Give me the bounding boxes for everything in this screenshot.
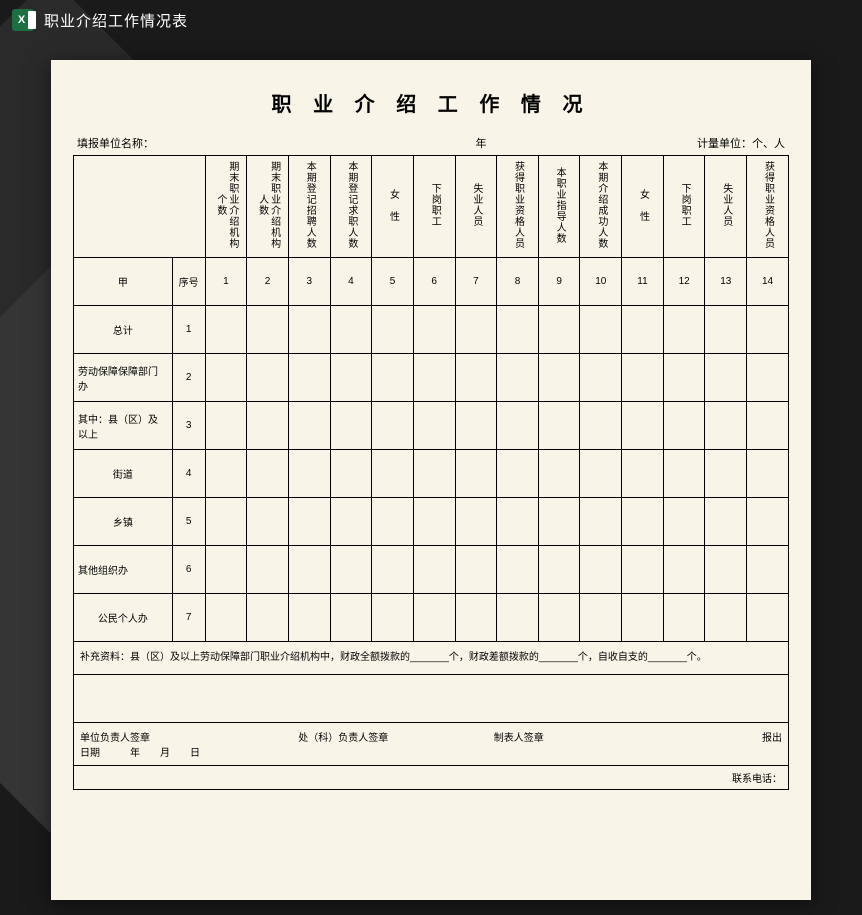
num-9: 9 bbox=[538, 258, 580, 306]
year-label: 年 bbox=[337, 135, 625, 151]
empty-block bbox=[73, 675, 789, 723]
table-row: 公民个人办 7 bbox=[74, 594, 789, 642]
table-row: 其他组织办 6 bbox=[74, 546, 789, 594]
table-row: 其中：县（区）及以上 3 bbox=[74, 402, 789, 450]
header-blank bbox=[74, 156, 206, 258]
col-header-12: 下岗职工 bbox=[663, 156, 705, 258]
col-header-5: 女 性 bbox=[372, 156, 414, 258]
table-row: 乡镇 5 bbox=[74, 498, 789, 546]
col-header-4: 本期登记求职人数 bbox=[330, 156, 372, 258]
num-6: 6 bbox=[413, 258, 455, 306]
col-header-13: 失业人员 bbox=[705, 156, 747, 258]
main-table: 期末职业介绍机构个数 期末职业介绍机构人数 本期登记招聘人数 本期登记求职人数 … bbox=[73, 155, 789, 642]
maker-sign-label: 制表人签章 bbox=[431, 729, 607, 759]
num-12: 12 bbox=[663, 258, 705, 306]
row-label-7: 公民个人办 bbox=[74, 594, 173, 642]
contact-row: 联系电话： bbox=[73, 766, 789, 790]
col-header-6: 下岗职工 bbox=[413, 156, 455, 258]
titlebar: X 职业介绍工作情况表 bbox=[0, 0, 862, 40]
num-3: 3 bbox=[288, 258, 330, 306]
num-7: 7 bbox=[455, 258, 497, 306]
number-row: 甲 序号 1 2 3 4 5 6 7 8 9 10 11 12 13 14 bbox=[74, 258, 789, 306]
seq-label: 序号 bbox=[172, 258, 205, 306]
excel-icon-letter: X bbox=[18, 14, 25, 26]
measure-unit-label: 计量单位：个、人 bbox=[625, 135, 785, 151]
info-row: 填报单位名称： 年 计量单位：个、人 bbox=[73, 135, 789, 151]
num-1: 1 bbox=[205, 258, 247, 306]
dept-sign-label: 处（科）负责人签章 bbox=[256, 729, 432, 759]
window-title: 职业介绍工作情况表 bbox=[44, 10, 188, 31]
col-header-11: 女 性 bbox=[622, 156, 664, 258]
num-5: 5 bbox=[372, 258, 414, 306]
row-seq-7: 7 bbox=[172, 594, 205, 642]
col-header-3: 本期登记招聘人数 bbox=[288, 156, 330, 258]
row-seq-2: 2 bbox=[172, 354, 205, 402]
row-label-5: 乡镇 bbox=[74, 498, 173, 546]
num-8: 8 bbox=[497, 258, 539, 306]
unit-name-label: 填报单位名称： bbox=[77, 135, 337, 151]
row-label-6: 其他组织办 bbox=[74, 546, 173, 594]
col-header-1: 期末职业介绍机构个数 bbox=[205, 156, 247, 258]
row-seq-1: 1 bbox=[172, 306, 205, 354]
date-label: 日期 年 月 日 bbox=[80, 744, 256, 759]
row-label-2: 劳动保障保障部门办 bbox=[74, 354, 173, 402]
row-seq-6: 6 bbox=[172, 546, 205, 594]
col-header-14: 获得职业资格人员 bbox=[747, 156, 789, 258]
footer-note: 补充资料：县（区）及以上劳动保障部门职业介绍机构中，财政全额拨款的_______… bbox=[73, 642, 789, 675]
table-row: 总计 1 bbox=[74, 306, 789, 354]
col-header-10: 本期介绍成功人数 bbox=[580, 156, 622, 258]
document-title: 职 业 介 绍 工 作 情 况 bbox=[73, 88, 789, 117]
num-2: 2 bbox=[247, 258, 289, 306]
row-seq-5: 5 bbox=[172, 498, 205, 546]
row-label-1: 总计 bbox=[74, 306, 173, 354]
row-seq-4: 4 bbox=[172, 450, 205, 498]
col-header-2: 期末职业介绍机构人数 bbox=[247, 156, 289, 258]
row-label-4: 街道 bbox=[74, 450, 173, 498]
col-header-8: 获得职业资格人员 bbox=[497, 156, 539, 258]
col-header-9: 本职业指导人数 bbox=[538, 156, 580, 258]
excel-icon: X bbox=[12, 9, 34, 31]
row-seq-3: 3 bbox=[172, 402, 205, 450]
num-14: 14 bbox=[747, 258, 789, 306]
row-label-3: 其中：县（区）及以上 bbox=[74, 402, 173, 450]
num-13: 13 bbox=[705, 258, 747, 306]
document-page: 职 业 介 绍 工 作 情 况 填报单位名称： 年 计量单位：个、人 期末职业介… bbox=[51, 60, 811, 900]
header-row: 期末职业介绍机构个数 期末职业介绍机构人数 本期登记招聘人数 本期登记求职人数 … bbox=[74, 156, 789, 258]
signature-row: 单位负责人签章 日期 年 月 日 处（科）负责人签章 制表人签章 报出 bbox=[73, 723, 789, 766]
table-row: 街道 4 bbox=[74, 450, 789, 498]
unit-sign-label: 单位负责人签章 bbox=[80, 729, 256, 744]
col-header-7: 失业人员 bbox=[455, 156, 497, 258]
num-4: 4 bbox=[330, 258, 372, 306]
num-10: 10 bbox=[580, 258, 622, 306]
num-11: 11 bbox=[622, 258, 664, 306]
table-row: 劳动保障保障部门办 2 bbox=[74, 354, 789, 402]
jia-label: 甲 bbox=[74, 258, 173, 306]
report-out-label: 报出 bbox=[607, 729, 783, 759]
